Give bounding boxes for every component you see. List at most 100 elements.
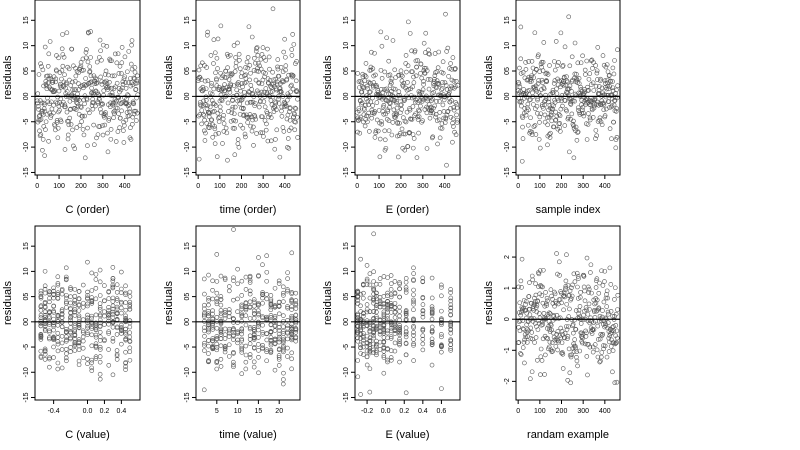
data-point [85, 330, 90, 336]
data-point [439, 334, 444, 340]
x-tick-label: 300 [577, 408, 589, 415]
data-point [393, 111, 399, 116]
data-point [405, 63, 411, 69]
data-point [129, 42, 134, 48]
data-point [433, 111, 439, 117]
data-point [263, 58, 268, 63]
data-point [367, 89, 373, 95]
data-point [80, 56, 86, 62]
data-point [577, 348, 583, 354]
data-point [273, 137, 278, 142]
data-point [47, 296, 52, 301]
data-point [110, 101, 116, 106]
data-point [593, 300, 599, 306]
data-point [42, 286, 48, 292]
data-point [452, 129, 457, 135]
data-point [256, 60, 261, 66]
data-point [603, 295, 609, 301]
data-point [289, 321, 295, 327]
data-point [235, 337, 240, 343]
plot-frame [515, 0, 621, 176]
data-point [285, 305, 290, 311]
data-point [76, 289, 82, 294]
data-point [205, 29, 211, 35]
data-point [78, 105, 84, 110]
data-point [80, 334, 86, 340]
x-axis-label: E (value) [385, 429, 429, 441]
data-point [258, 56, 264, 62]
x-tick-label: 20 [275, 408, 283, 415]
data-point [440, 102, 446, 108]
data-point [364, 96, 369, 102]
data-point [371, 231, 376, 237]
data-point [214, 347, 220, 353]
data-point [519, 99, 525, 104]
data-point [434, 99, 439, 104]
data-point [89, 324, 95, 329]
data-point [554, 91, 560, 96]
data-point [556, 301, 561, 307]
data-point [563, 283, 569, 289]
y-tick-label: -15 [343, 167, 350, 177]
data-point [557, 315, 563, 321]
data-point [48, 115, 53, 120]
data-point [572, 98, 577, 104]
data-point [247, 63, 253, 68]
data-point [577, 295, 583, 300]
data-point [261, 55, 267, 60]
data-point [38, 288, 44, 294]
data-point [129, 38, 135, 43]
data-point [231, 350, 236, 355]
data-point [247, 341, 253, 347]
data-point [239, 328, 245, 334]
data-point [42, 326, 48, 332]
data-point [281, 299, 286, 304]
data-point [276, 347, 282, 353]
data-point [242, 131, 248, 137]
data-point [547, 339, 553, 345]
data-point [568, 354, 574, 360]
data-point [454, 112, 459, 118]
data-point [434, 78, 440, 83]
data-point [247, 333, 253, 339]
data-point [358, 351, 363, 356]
data-point [119, 60, 125, 66]
data-point [114, 298, 120, 303]
data-point [110, 315, 116, 320]
data-point [222, 88, 227, 94]
data-point [78, 104, 83, 109]
data-point [287, 117, 293, 123]
data-point [568, 102, 574, 107]
data-point [106, 318, 111, 324]
data-point [123, 364, 128, 369]
data-point [70, 97, 76, 102]
y-tick-label: 05 [184, 67, 191, 75]
data-point [448, 298, 454, 304]
data-point [440, 59, 446, 65]
data-point [63, 276, 69, 282]
data-point [37, 133, 43, 139]
data-point [254, 68, 260, 74]
data-point [613, 145, 619, 151]
data-point [604, 86, 610, 92]
data-point [358, 342, 363, 348]
data-point [94, 77, 99, 82]
data-point [243, 287, 249, 292]
data-point [271, 77, 276, 83]
data-point [222, 345, 228, 351]
data-point [134, 78, 140, 84]
data-point [123, 85, 129, 91]
data-point [93, 296, 99, 302]
data-point [417, 90, 423, 95]
data-point [218, 327, 224, 333]
scatter-points [201, 227, 299, 393]
data-point [544, 78, 550, 84]
data-point [367, 328, 373, 334]
data-point [611, 71, 617, 77]
data-point [290, 74, 295, 80]
data-point [38, 132, 44, 137]
data-point [55, 274, 61, 280]
data-point [613, 323, 619, 328]
data-point [43, 127, 48, 132]
data-point [519, 256, 525, 262]
